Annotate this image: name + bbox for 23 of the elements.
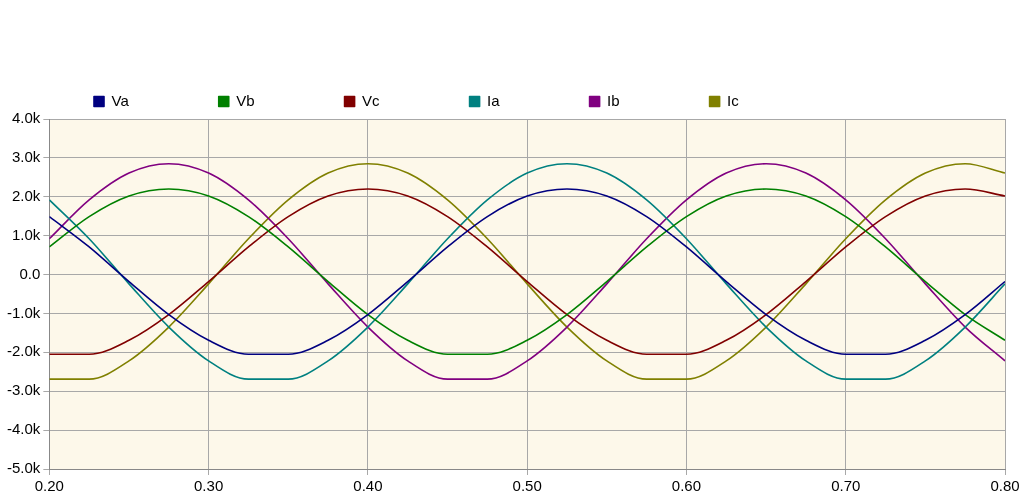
y-tick-label: 2.0k (11, 186, 41, 204)
y-tick-label: 4.0k (11, 109, 41, 127)
legend-label: Va (111, 91, 130, 109)
legend-label: Vc (362, 91, 381, 109)
y-tick-label: -1.0k (6, 303, 41, 321)
x-tick-label: 0.80 (990, 477, 1020, 495)
y-tick-label: -4.0k (6, 420, 41, 438)
y-tick-label: -5.0k (6, 459, 41, 477)
legend-label: Ia (487, 91, 501, 109)
x-tick-label: 0.40 (353, 477, 383, 495)
y-tick-label: 1.0k (11, 225, 41, 243)
y-tick-label: 0.0 (19, 264, 41, 282)
legend-label: Ib (607, 91, 620, 109)
y-tick-label: 3.0k (11, 148, 41, 166)
legend-label: Ic (727, 91, 740, 109)
x-tick-label: 0.60 (671, 477, 702, 495)
x-tick-label: 0.30 (194, 477, 224, 495)
x-tick-label: 0.50 (512, 477, 542, 495)
y-tick-label: -2.0k (6, 342, 41, 360)
x-tick-label: 0.20 (34, 477, 64, 495)
x-tick-label: 0.70 (831, 477, 861, 495)
y-tick-label: -3.0k (6, 381, 41, 399)
legend-label: Vb (236, 91, 255, 109)
